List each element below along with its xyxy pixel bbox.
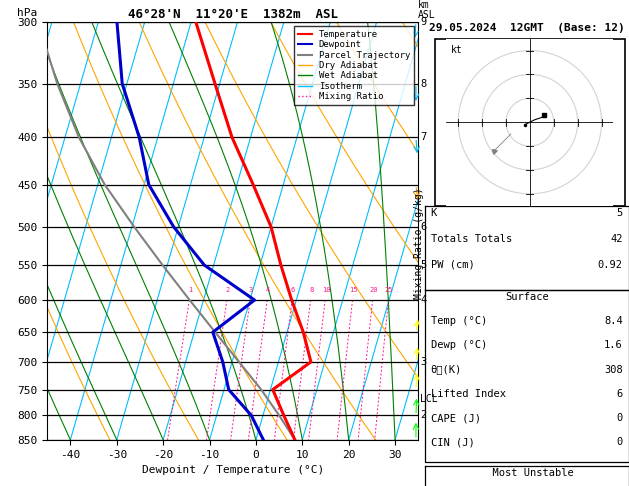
Text: LCL: LCL: [420, 394, 438, 404]
X-axis label: Dewpoint / Temperature (°C): Dewpoint / Temperature (°C): [142, 465, 324, 475]
Text: 29.05.2024  12GMT  (Base: 12): 29.05.2024 12GMT (Base: 12): [429, 23, 625, 33]
Text: 308: 308: [604, 364, 623, 375]
Text: 0: 0: [616, 437, 623, 447]
Text: 10: 10: [322, 287, 330, 294]
Text: 1.6: 1.6: [604, 340, 623, 350]
Text: θᴇ(K): θᴇ(K): [431, 364, 462, 375]
Text: Most Unstable: Most Unstable: [480, 468, 574, 478]
Text: Lifted Index: Lifted Index: [431, 389, 506, 399]
Text: Mixing Ratio (g/kg): Mixing Ratio (g/kg): [414, 187, 424, 299]
Text: 4: 4: [420, 295, 426, 305]
Bar: [435, 38, 625, 206]
Text: 1: 1: [188, 287, 192, 294]
Legend: Temperature, Dewpoint, Parcel Trajectory, Dry Adiabat, Wet Adiabat, Isotherm, Mi: Temperature, Dewpoint, Parcel Trajectory…: [294, 26, 414, 104]
Text: Surface: Surface: [505, 292, 548, 302]
Text: K: K: [431, 208, 437, 218]
Text: CIN (J): CIN (J): [431, 437, 474, 447]
Text: 9: 9: [420, 17, 426, 27]
Text: 5: 5: [616, 208, 623, 218]
Text: Totals Totals: Totals Totals: [431, 234, 512, 244]
Text: Dewp (°C): Dewp (°C): [431, 340, 487, 350]
Text: 6: 6: [291, 287, 295, 294]
Text: PW (cm): PW (cm): [431, 260, 474, 270]
Title: 46°28'N  11°20'E  1382m  ASL: 46°28'N 11°20'E 1382m ASL: [128, 8, 338, 21]
Text: 2: 2: [226, 287, 230, 294]
Text: 15: 15: [349, 287, 357, 294]
Text: kt: kt: [451, 45, 463, 55]
Text: 8: 8: [420, 79, 426, 89]
Text: 4: 4: [266, 287, 270, 294]
Text: 6: 6: [420, 222, 426, 232]
Text: 42: 42: [610, 234, 623, 244]
Text: 25: 25: [385, 287, 394, 294]
Text: 2: 2: [420, 411, 426, 420]
Text: 7: 7: [420, 132, 426, 142]
Text: km
ASL: km ASL: [418, 0, 436, 20]
Text: 8: 8: [309, 287, 314, 294]
Text: 3: 3: [249, 287, 253, 294]
Text: 0.92: 0.92: [598, 260, 623, 270]
Text: 3: 3: [420, 357, 426, 367]
Text: 5: 5: [420, 260, 426, 270]
Text: 20: 20: [369, 287, 377, 294]
Text: 8.4: 8.4: [604, 316, 623, 326]
Text: 6: 6: [616, 389, 623, 399]
Text: hPa: hPa: [18, 8, 38, 17]
Text: CAPE (J): CAPE (J): [431, 413, 481, 423]
Text: Temp (°C): Temp (°C): [431, 316, 487, 326]
Text: 0: 0: [616, 413, 623, 423]
